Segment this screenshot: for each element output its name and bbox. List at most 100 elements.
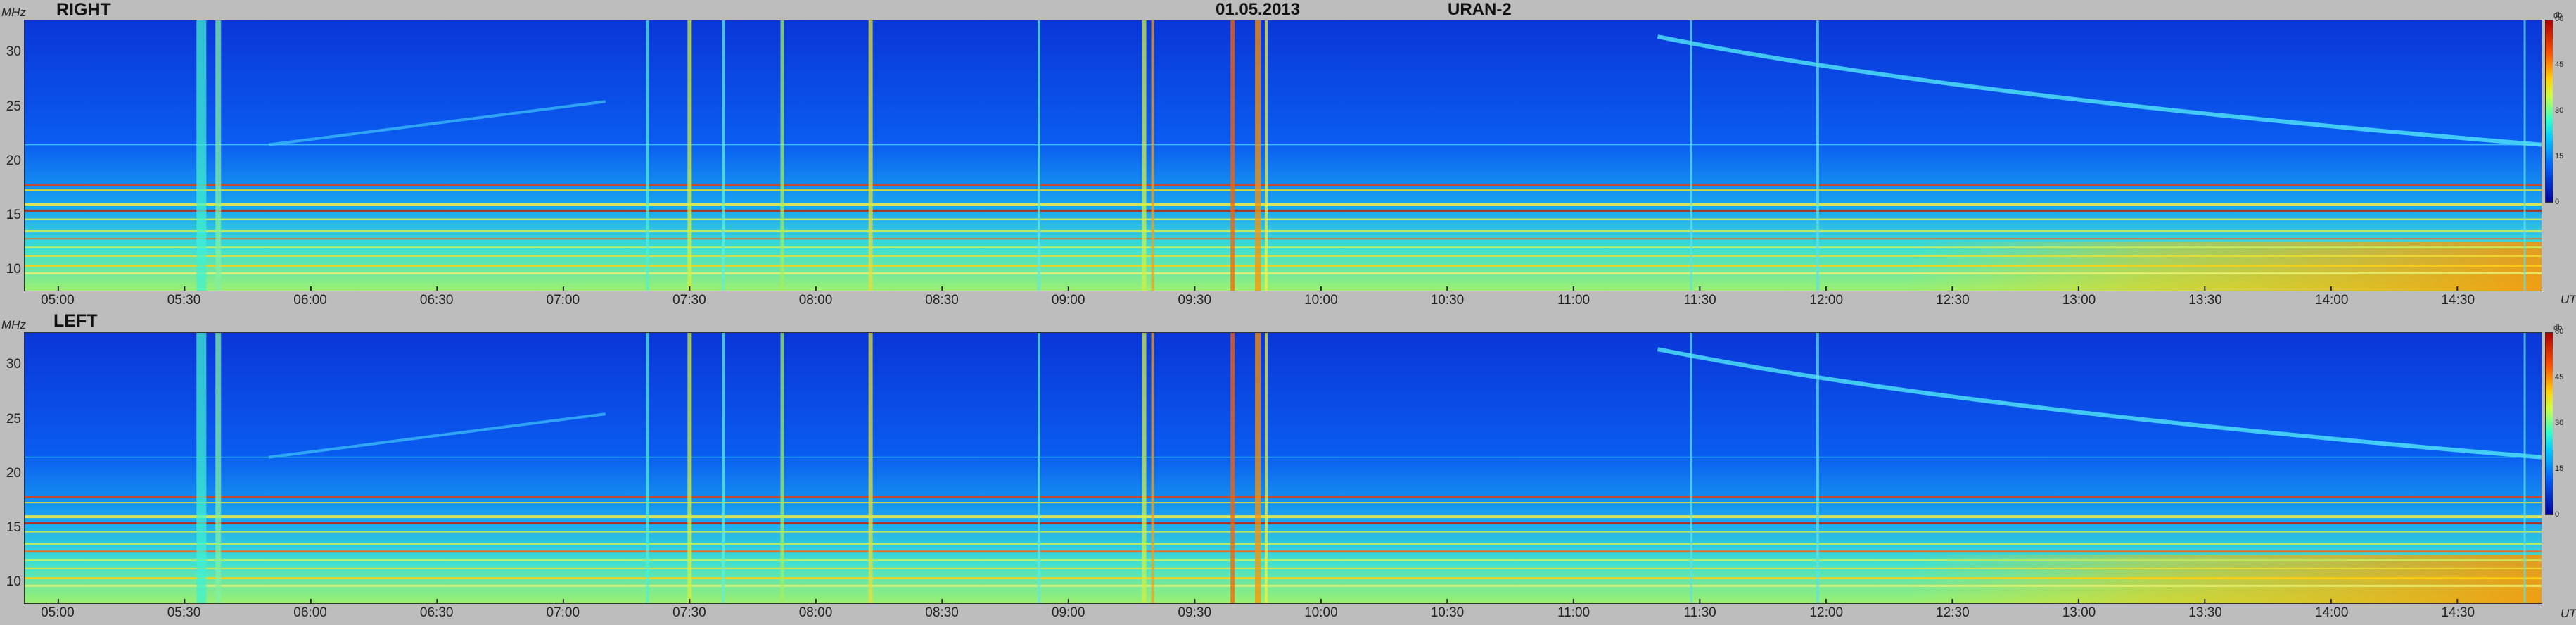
x-tick-label: 13:30 — [2188, 605, 2222, 620]
burst-mark — [1255, 20, 1261, 291]
instrument-label: URAN-2 — [1448, 0, 1512, 19]
x-tick-label: 05:30 — [167, 605, 201, 620]
x-tick-label: 10:30 — [1430, 293, 1465, 308]
x-tick-label: 09:00 — [1051, 293, 1085, 308]
x-tick-label: 14:00 — [2314, 293, 2349, 308]
x-tick-label: 11:00 — [1557, 293, 1590, 308]
x-unit-label: UT — [2561, 293, 2576, 306]
y-tick-label: 20 — [6, 153, 21, 168]
colorbar-tick-label: 15 — [2555, 152, 2564, 160]
x-tick-label: 10:00 — [1304, 293, 1338, 308]
burst-mark — [868, 20, 873, 291]
x-tick-label: 14:30 — [2441, 605, 2475, 620]
burst-mark — [2523, 20, 2526, 291]
spectrogram-right — [24, 20, 2542, 291]
burst-mark — [1265, 333, 1268, 603]
x-tick-label: 08:30 — [925, 293, 959, 308]
x-tick-label: 06:00 — [293, 605, 327, 620]
x-tick-label: 09:30 — [1178, 605, 1212, 620]
spectrogram-left — [24, 332, 2542, 604]
x-tick-label: 13:30 — [2188, 293, 2222, 308]
colorbar-tick-label: 45 — [2555, 373, 2564, 381]
burst-mark — [1142, 20, 1147, 291]
x-tick-label: 08:30 — [925, 605, 959, 620]
burst-mark — [1037, 333, 1040, 603]
burst-mark — [868, 333, 873, 603]
x-tick-label: 06:00 — [293, 293, 327, 308]
x-tick-label: 05:00 — [41, 605, 75, 620]
burst-mark — [687, 333, 692, 603]
burst-mark — [1816, 333, 1819, 603]
x-tick-label: 11:30 — [1683, 293, 1716, 308]
burst-mark — [780, 20, 784, 291]
burst-mark — [196, 333, 207, 603]
burst-mark — [1690, 333, 1692, 603]
colorbar-unit: db — [2553, 324, 2563, 332]
y-tick-label: 30 — [6, 44, 21, 60]
date-label: 01.05.2013 — [1216, 0, 1301, 19]
colorbar-tick-label: 0 — [2555, 510, 2560, 519]
burst-mark — [2523, 333, 2526, 603]
burst-mark — [1816, 20, 1819, 291]
burst-mark — [1230, 333, 1235, 603]
spectrogram-left-svg — [25, 333, 2542, 603]
x-tick-label: 05:00 — [41, 293, 75, 308]
burst-mark — [646, 20, 649, 291]
colorbar-tick-label: 30 — [2555, 106, 2564, 115]
burst-mark — [1142, 333, 1147, 603]
x-tick-label: 07:30 — [672, 293, 706, 308]
spectrogram-right-svg — [25, 20, 2542, 291]
x-tick-label: 06:30 — [419, 605, 454, 620]
x-tick-label: 10:00 — [1304, 605, 1338, 620]
burst-mark — [780, 333, 784, 603]
x-tick-label: 14:30 — [2441, 293, 2475, 308]
x-tick-label: 09:00 — [1051, 605, 1085, 620]
y-tick-label: 10 — [6, 574, 21, 590]
colorbar-tick-label: 15 — [2555, 465, 2564, 473]
x-tick-label: 07:00 — [546, 605, 580, 620]
x-tick-label: 07:00 — [546, 293, 580, 308]
burst-mark — [1151, 333, 1154, 603]
y-unit-label: MHz — [1, 318, 26, 332]
x-tick-label: 10:30 — [1430, 605, 1465, 620]
x-tick-label: 11:30 — [1683, 605, 1716, 620]
x-tick-label: 13:00 — [2062, 605, 2096, 620]
burst-mark — [1230, 20, 1235, 291]
x-tick-label: 13:00 — [2062, 293, 2096, 308]
burst-mark — [1255, 333, 1261, 603]
x-tick-label: 08:00 — [798, 293, 833, 308]
colorbar-unit: db — [2553, 11, 2563, 20]
colorbar-right — [2545, 20, 2553, 203]
x-tick-label: 12:30 — [1936, 293, 1970, 308]
burst-mark — [722, 20, 725, 291]
y-tick-label: 15 — [6, 519, 21, 535]
y-tick-label: 10 — [6, 262, 21, 277]
drift-feature — [268, 100, 606, 146]
y-tick-label: 30 — [6, 357, 21, 372]
drift-feature — [268, 412, 606, 459]
burst-mark — [1151, 20, 1154, 291]
panel-label-right: RIGHT — [56, 0, 111, 20]
x-tick-label: 06:30 — [419, 293, 454, 308]
x-tick-label: 11:00 — [1557, 605, 1590, 620]
colorbar-tick-label: 60 — [2555, 15, 2564, 23]
burst-mark — [215, 20, 222, 291]
drift-feature — [1657, 34, 2542, 147]
x-tick-label: 09:30 — [1178, 293, 1212, 308]
x-tick-label: 12:00 — [1809, 293, 1844, 308]
burst-mark — [196, 20, 207, 291]
burst-mark — [1037, 20, 1040, 291]
x-tick-label: 07:30 — [672, 605, 706, 620]
burst-mark — [646, 333, 649, 603]
burst-mark — [687, 20, 692, 291]
colorbar-left — [2545, 332, 2553, 515]
colorbar-tick-label: 45 — [2555, 61, 2564, 69]
x-unit-label: UT — [2561, 607, 2576, 620]
colorbar-tick-label: 60 — [2555, 327, 2564, 336]
y-unit-label: MHz — [1, 6, 26, 19]
y-tick-label: 25 — [6, 411, 21, 427]
y-tick-label: 15 — [6, 207, 21, 222]
burst-mark — [722, 333, 725, 603]
burst-mark — [215, 333, 222, 603]
burst-mark — [1265, 20, 1268, 291]
